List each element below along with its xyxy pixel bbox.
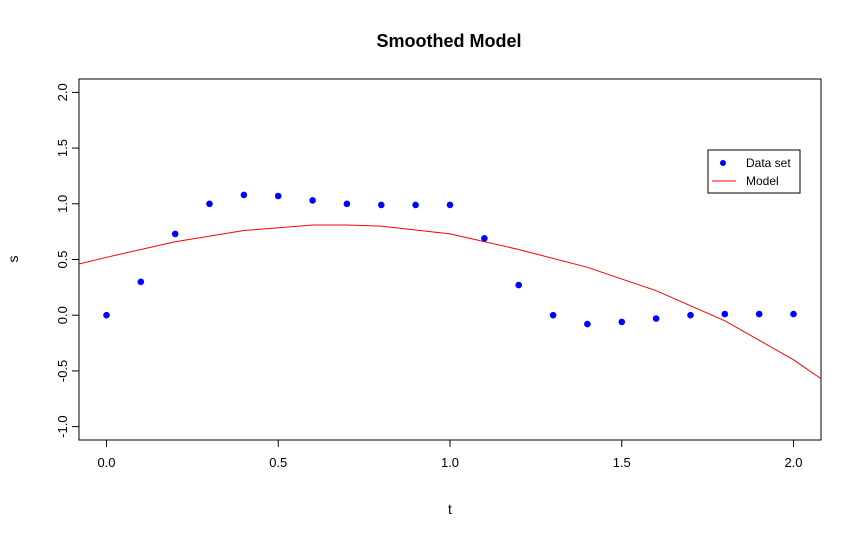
model-line (79, 224, 821, 380)
data-point (103, 311, 110, 319)
data-point (584, 320, 591, 328)
data-point (378, 201, 385, 209)
data-point (137, 278, 145, 286)
data-point (481, 235, 488, 242)
y-tick-label: 0.0 (55, 306, 70, 324)
data-point (790, 310, 797, 318)
x-axis: 0.0 0.5 1.0 1.5 2.0 (97, 439, 803, 470)
legend-box (707, 149, 801, 194)
y-tick-label: 1.0 (55, 195, 70, 213)
y-tick-label: 0.5 (55, 250, 70, 268)
x-axis-label: t (448, 501, 452, 517)
legend-marker-data-set (720, 160, 726, 166)
plot-frame (78, 78, 822, 441)
data-point (206, 200, 213, 208)
data-point (755, 310, 763, 318)
x-tick-label: 0.5 (269, 455, 287, 470)
legend-label-model: Model (746, 174, 779, 188)
x-tick-label: 1.0 (441, 455, 459, 470)
y-axis-label: s (5, 256, 21, 263)
data-point (618, 318, 626, 326)
legend: Data set Model (707, 149, 801, 194)
x-tick-label: 1.5 (613, 455, 631, 470)
y-tick-label: 2.0 (55, 83, 70, 101)
y-axis: -1.0 -0.5 0.0 0.5 1.0 1.5 2.0 (55, 83, 80, 438)
data-point (721, 310, 729, 318)
data-point (309, 197, 316, 204)
y-tick-label: -0.5 (55, 360, 70, 382)
data-point (515, 281, 522, 289)
legend-label-data-set: Data set (746, 156, 791, 170)
x-tick-label: 2.0 (784, 455, 802, 470)
data-point (240, 191, 248, 199)
data-point (687, 311, 694, 319)
y-tick-label: 1.5 (55, 139, 70, 157)
plot-area (79, 191, 821, 380)
y-tick-label: -1.0 (55, 415, 70, 437)
data-point (171, 230, 179, 238)
data-point (652, 315, 660, 322)
data-point (274, 192, 282, 200)
data-point (446, 201, 454, 209)
data-point (343, 200, 351, 208)
data-point (412, 201, 419, 209)
chart-title: Smoothed Model (377, 31, 522, 51)
data-point (549, 311, 557, 319)
x-tick-label: 0.0 (97, 455, 115, 470)
